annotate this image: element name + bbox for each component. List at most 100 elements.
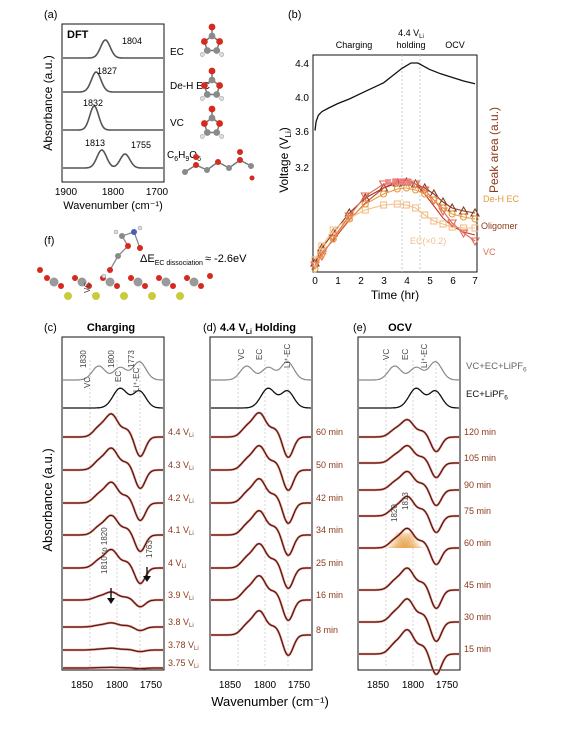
oxygen-atom — [37, 267, 43, 273]
panel-d-row-labels: 60 min 50 min 42 min 34 min 25 min 16 min 8 mi… — [316, 427, 343, 635]
measured-spectrum — [211, 609, 311, 657]
fragment-atom — [115, 253, 121, 259]
hydrogen-atom — [199, 96, 205, 101]
oxygen-atom — [142, 283, 148, 289]
measured-spectrum — [63, 480, 163, 522]
fit-spectrum — [211, 412, 311, 458]
panel-b-ylabel-right: Peak area (a.u.) — [487, 107, 501, 193]
panel-e-frame — [357, 336, 461, 671]
dft-curve — [63, 149, 163, 169]
c-ref-peak-vc: VC — [83, 282, 92, 293]
carbon-atom — [208, 32, 216, 40]
measured-spectrum — [359, 566, 459, 610]
fit-spectrum — [63, 413, 163, 457]
spectra-xtick: 1750 — [140, 680, 163, 691]
hydrogen-atom — [113, 229, 119, 235]
row-label: 15 min — [464, 644, 491, 654]
oxygen-atom — [198, 283, 204, 289]
row-label: 120 min — [464, 427, 496, 437]
legend-deh-ec: De-H EC — [483, 194, 520, 204]
e-annot-1820: 1820 — [390, 504, 399, 522]
panel-c-letter: (c) — [44, 322, 57, 334]
data-point — [460, 213, 468, 221]
reference-spectrum-ec — [211, 387, 311, 409]
series-line — [314, 187, 476, 270]
oxygen-atom — [216, 82, 224, 89]
panel-a-frame — [61, 23, 165, 183]
data-point — [392, 179, 398, 185]
data-point — [311, 265, 319, 273]
oxygen-atom — [72, 275, 78, 281]
deconvolved-peak — [359, 532, 459, 548]
row-label: 4.1 VLi — [168, 525, 194, 537]
dft-curve — [63, 39, 163, 59]
panel-a-letter: (a) — [44, 9, 57, 21]
fragment-atom — [131, 229, 137, 235]
fragment-atom — [119, 233, 125, 239]
reference-spectrum-vc-ec — [63, 361, 163, 381]
legend-vc: VC — [483, 247, 496, 257]
oxygen-atom — [170, 283, 176, 289]
time-xtick: 4 — [404, 276, 410, 287]
data-point — [311, 256, 319, 264]
oxygen-atom — [249, 175, 255, 181]
legend-oligomer: Oligomer — [481, 221, 518, 231]
data-point — [328, 234, 339, 244]
row-label: 8 min — [316, 625, 338, 635]
oxygen-atom — [128, 275, 134, 281]
deconvolved-peak — [359, 532, 459, 548]
row-label-sub: Li — [189, 466, 194, 472]
fit-spectrum — [63, 514, 163, 552]
reference-spectrum-ec — [359, 387, 459, 409]
row-label-sub: Li — [189, 596, 194, 602]
spectra-xticks: 1850 1800 1750 1850 1800 1750 1850 1800 … — [71, 680, 459, 691]
carbon-atom — [226, 165, 232, 171]
d-ref-peak-ec: EC — [255, 349, 264, 360]
row-label-sub: Li — [194, 646, 199, 652]
hydrogen-atom — [199, 134, 205, 139]
measured-spectrum — [359, 628, 459, 676]
data-point — [471, 215, 479, 223]
measured-spectrum — [211, 411, 311, 459]
oxygen-atom — [237, 149, 243, 155]
panel-a-ylabel: Absorbance (a.u.) — [41, 55, 55, 150]
e-ref-peak-vc: VC — [382, 349, 391, 360]
panel-b-yticks: 4.4 4.0 3.6 3.2 — [295, 59, 309, 174]
panel-a-title: DFT — [67, 29, 89, 41]
voltage-ytick: 4.0 — [295, 93, 309, 104]
dft-curve-label-c6h9o6: C6H9O6 — [167, 150, 201, 163]
panel-d-title: 4.4 VLi Holding — [220, 322, 296, 336]
fit-spectrum — [63, 481, 163, 521]
oxygen-atom — [58, 283, 64, 289]
spectra-xtick: 1800 — [402, 680, 425, 691]
oxygen-atom — [208, 23, 216, 31]
reference-spectrum-vc-ec — [211, 361, 311, 381]
row-label: 34 min — [316, 525, 343, 535]
fit-spectrum — [211, 575, 311, 621]
panel-c-row-labels: 4.4 VLi 4.3 VLi 4.2 VLi 4.1 VLi 4 VLi 3.9 VLi… — [168, 427, 199, 670]
hydrogen-atom — [101, 273, 107, 279]
panel-b-xticks: 0 1 2 3 4 5 6 7 — [312, 276, 478, 287]
row-label: 45 min — [464, 580, 491, 590]
carbon-atom — [203, 47, 211, 54]
carbon-atom — [248, 163, 254, 169]
fit-spectrum — [63, 647, 163, 652]
data-point — [421, 211, 429, 219]
panel-a-curves — [63, 39, 163, 169]
metal-atom — [77, 277, 87, 287]
row-label-sub: Li — [189, 433, 194, 439]
carbon-atom — [213, 47, 221, 54]
spectra-xtick: 1750 — [288, 680, 311, 691]
c-ref-peak-1773: 1773 — [127, 350, 136, 368]
row-label: 50 min — [316, 460, 343, 470]
row-label: 4 VLi — [168, 558, 186, 570]
row-label-sub: Li — [194, 664, 199, 670]
spectra-xtick: 1850 — [219, 680, 242, 691]
panel-e-letter: (e) — [353, 322, 366, 334]
data-point — [471, 224, 479, 232]
panel-a-xticks: 1900 1800 1700 — [55, 187, 169, 198]
d-ref-peak-vc: VC — [237, 349, 246, 360]
oxygen-atom — [200, 120, 208, 127]
data-point — [447, 219, 458, 229]
